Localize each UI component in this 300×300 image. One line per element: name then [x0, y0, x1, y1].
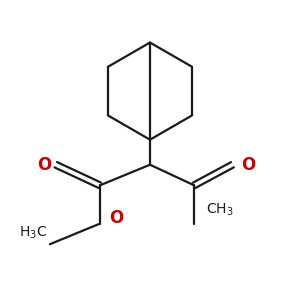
Text: O: O — [109, 209, 123, 227]
Text: O: O — [242, 156, 256, 174]
Text: O: O — [37, 156, 51, 174]
Text: H$_3$C: H$_3$C — [19, 225, 47, 241]
Text: CH$_3$: CH$_3$ — [206, 201, 234, 218]
